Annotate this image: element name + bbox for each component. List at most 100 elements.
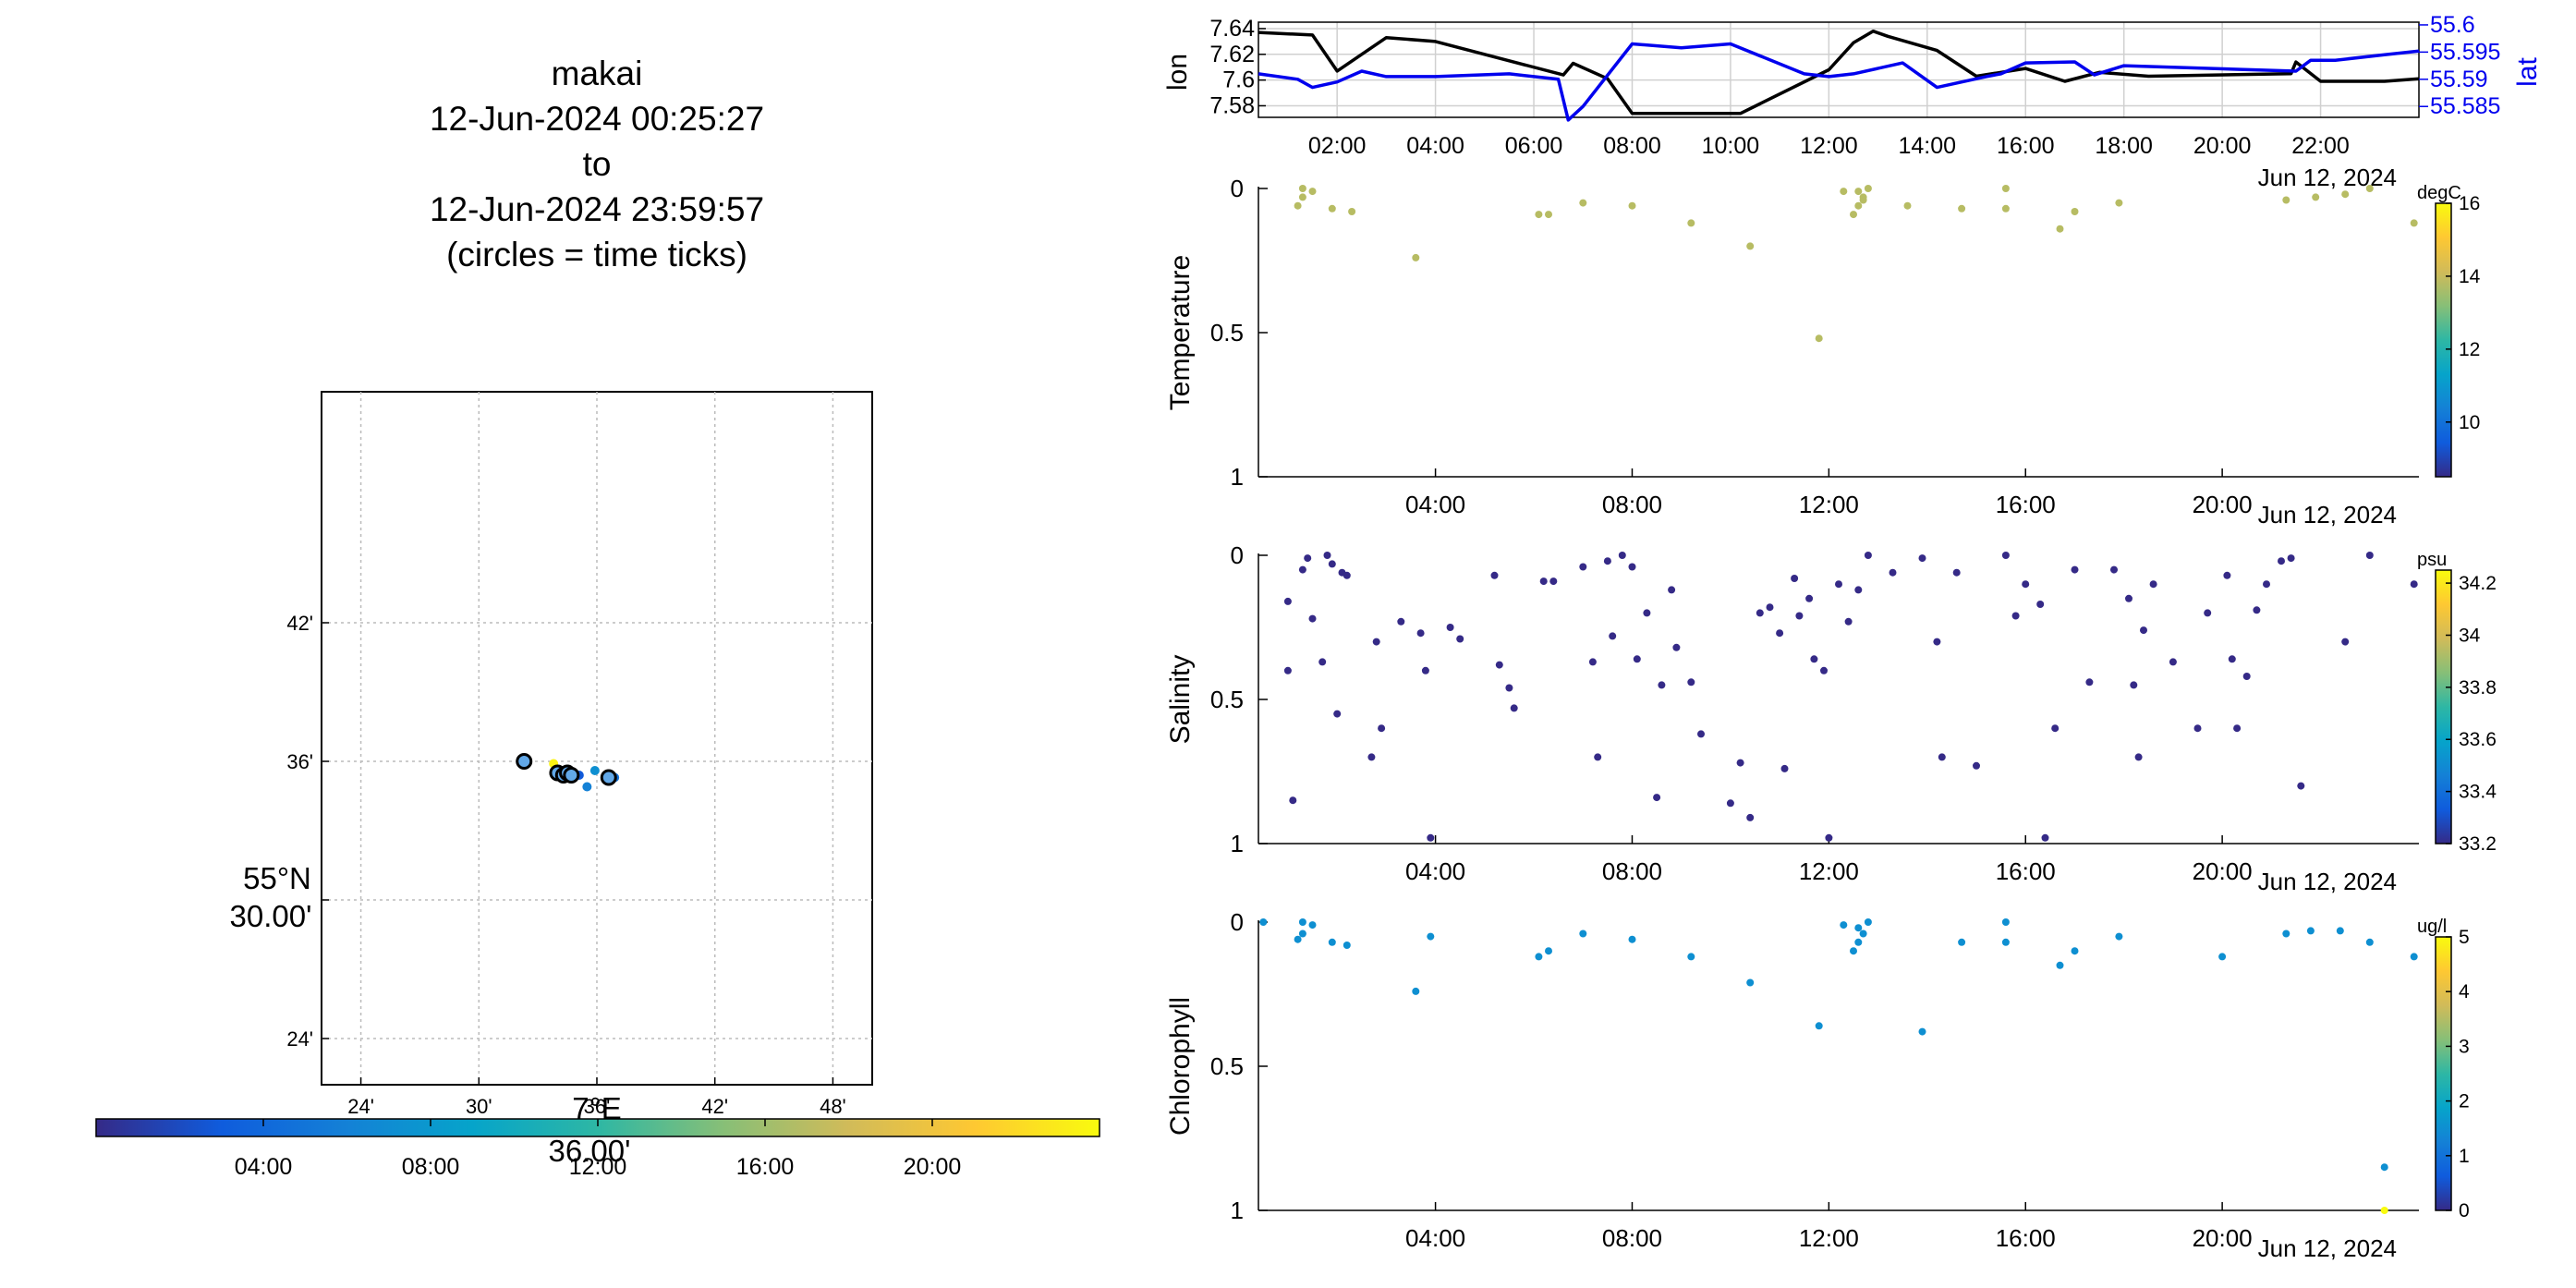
map-y-tick-label: 24' <box>286 1027 313 1051</box>
map-x-tick-label: 36' <box>584 1095 611 1118</box>
lon-tick-label: 7.64 <box>1209 16 1255 42</box>
salinity-point <box>1746 813 1755 821</box>
temperature-point <box>1298 193 1306 201</box>
chlorophyll-point <box>1746 978 1755 987</box>
temperature-x-tick-label: 08:00 <box>1602 491 1662 518</box>
temperature-point <box>1958 204 1966 213</box>
lat-series-line <box>1258 42 2420 122</box>
chlorophyll-point <box>2115 932 2123 941</box>
salinity-point <box>1766 603 1774 612</box>
salinity-point <box>1416 629 1425 638</box>
temperature-point <box>2001 185 2010 192</box>
salinity-point <box>1603 557 1611 565</box>
temperature-point <box>2341 190 2350 199</box>
chlorophyll-y-tick-label: 1 <box>1231 1197 1244 1224</box>
time-colorbar-tick-label: 20:00 <box>904 1154 962 1180</box>
chlorophyll-point <box>1958 938 1966 946</box>
lat-axis-label: lat <box>2512 56 2543 86</box>
salinity-point <box>1653 794 1661 802</box>
chlorophyll-point <box>2056 961 2064 969</box>
salinity-point <box>1844 617 1853 626</box>
time-colorbar-ticks: 04:00 08:00 12:00 16:00 20:00 <box>235 1119 962 1180</box>
chlorophyll-point <box>1918 1027 1926 1036</box>
circles-note: (circles = time ticks) <box>446 236 747 273</box>
position-grid <box>1258 22 2419 117</box>
temperature-point <box>1746 242 1755 250</box>
chlorophyll-point <box>2306 927 2315 935</box>
position-date-label: Jun 12, 2024 <box>2258 164 2397 191</box>
salinity-point <box>2253 606 2261 614</box>
salinity-colorbar <box>2435 569 2452 844</box>
lon-axis-ticks: 7.647.627.67.58 <box>1209 16 1266 118</box>
salinity-point <box>2410 580 2418 589</box>
salinity-point <box>2287 554 2295 563</box>
salinity-x-tick-label: 20:00 <box>2193 857 2253 885</box>
temperature-point <box>1579 199 1587 207</box>
lon-axis-label: lon <box>1162 54 1193 91</box>
chlorophyll-point <box>1854 924 1863 932</box>
map-header: makai 12-Jun-2024 00:25:27 to 12-Jun-202… <box>430 55 764 273</box>
temperature-point <box>1864 185 1872 192</box>
temperature-x-tick-label: 20:00 <box>2193 491 2253 518</box>
salinity-point <box>2233 724 2242 733</box>
chlorophyll-point <box>1294 935 1302 943</box>
chlorophyll-point <box>1864 918 1872 926</box>
temperature-point <box>1308 188 1317 196</box>
chlorophyll-point <box>1308 921 1317 930</box>
salinity-point <box>1697 730 1705 738</box>
salinity-point <box>1933 638 1941 646</box>
temperature-colorbar-tick-label: 14 <box>2459 266 2481 287</box>
salinity-point <box>1889 568 1897 577</box>
chlorophyll-point <box>1687 953 1695 961</box>
temperature-point <box>1412 253 1420 261</box>
lon-minute-label: 36.00' <box>549 1134 631 1168</box>
temperature-point <box>1854 188 1863 196</box>
chlorophyll-point <box>1427 932 1435 941</box>
chlorophyll-x-tick-label: 20:00 <box>2193 1224 2253 1252</box>
temperature-point <box>1840 188 1848 196</box>
salinity-point <box>1289 796 1297 805</box>
platform-name: makai <box>552 55 643 92</box>
salinity-point <box>1333 710 1342 718</box>
salinity-point <box>2041 833 2049 842</box>
salinity-point <box>1618 552 1626 559</box>
salinity-point <box>1726 799 1734 808</box>
position-time-ticks: 02:00 04:00 06:00 08:00 10:00 12:00 14:00 16:00… <box>1308 133 2350 159</box>
position-x-tick-label: 16:00 <box>1997 133 2055 159</box>
salinity-point <box>1427 833 1435 842</box>
chlorophyll-colorbar-tick-label: 3 <box>2459 1036 2470 1057</box>
salinity-point <box>1579 563 1587 571</box>
chlorophyll-y-tick-label: 0.5 <box>1210 1052 1244 1080</box>
salinity-point <box>1378 724 1386 733</box>
temperature-y-tick-label: 0 <box>1231 175 1244 202</box>
salinity-point <box>2022 580 2030 589</box>
temperature-point <box>2365 185 2374 192</box>
chlorophyll-colorbar-tick-label: 1 <box>2459 1146 2470 1167</box>
salinity-point <box>2085 678 2094 687</box>
chlorophyll-point <box>2001 938 2010 946</box>
salinity-colorbar-units: psu <box>2417 550 2447 570</box>
chlorophyll-x-tick-label: 16:00 <box>1996 1224 2056 1252</box>
salinity-colorbar-tick-label: 34.2 <box>2459 573 2497 594</box>
temperature-colorbar-tick-label: 12 <box>2459 339 2480 360</box>
temperature-x-tick-label: 12:00 <box>1799 491 1859 518</box>
chlorophyll-point <box>1298 918 1306 926</box>
chlorophyll-point <box>2410 953 2418 961</box>
temperature-point <box>1903 201 1912 210</box>
chlorophyll-colorbar <box>2435 936 2452 1211</box>
salinity-point <box>1780 764 1789 772</box>
salinity-point <box>2242 673 2251 680</box>
temperature-point <box>1628 201 1636 210</box>
chlorophyll-point <box>2001 918 2010 926</box>
map-x-tick-label: 24' <box>347 1095 374 1118</box>
salinity-colorbar-tick-label: 33.2 <box>2459 833 2497 855</box>
salinity-point <box>1446 624 1454 631</box>
salinity-point <box>1609 632 1617 640</box>
time-colorbar-tick-label: 16:00 <box>736 1154 795 1180</box>
temperature-colorbar <box>2435 202 2452 478</box>
salinity-point <box>1643 609 1651 617</box>
temperature-point <box>2056 225 2064 233</box>
temperature-y-tick-label: 0.5 <box>1210 319 1244 346</box>
